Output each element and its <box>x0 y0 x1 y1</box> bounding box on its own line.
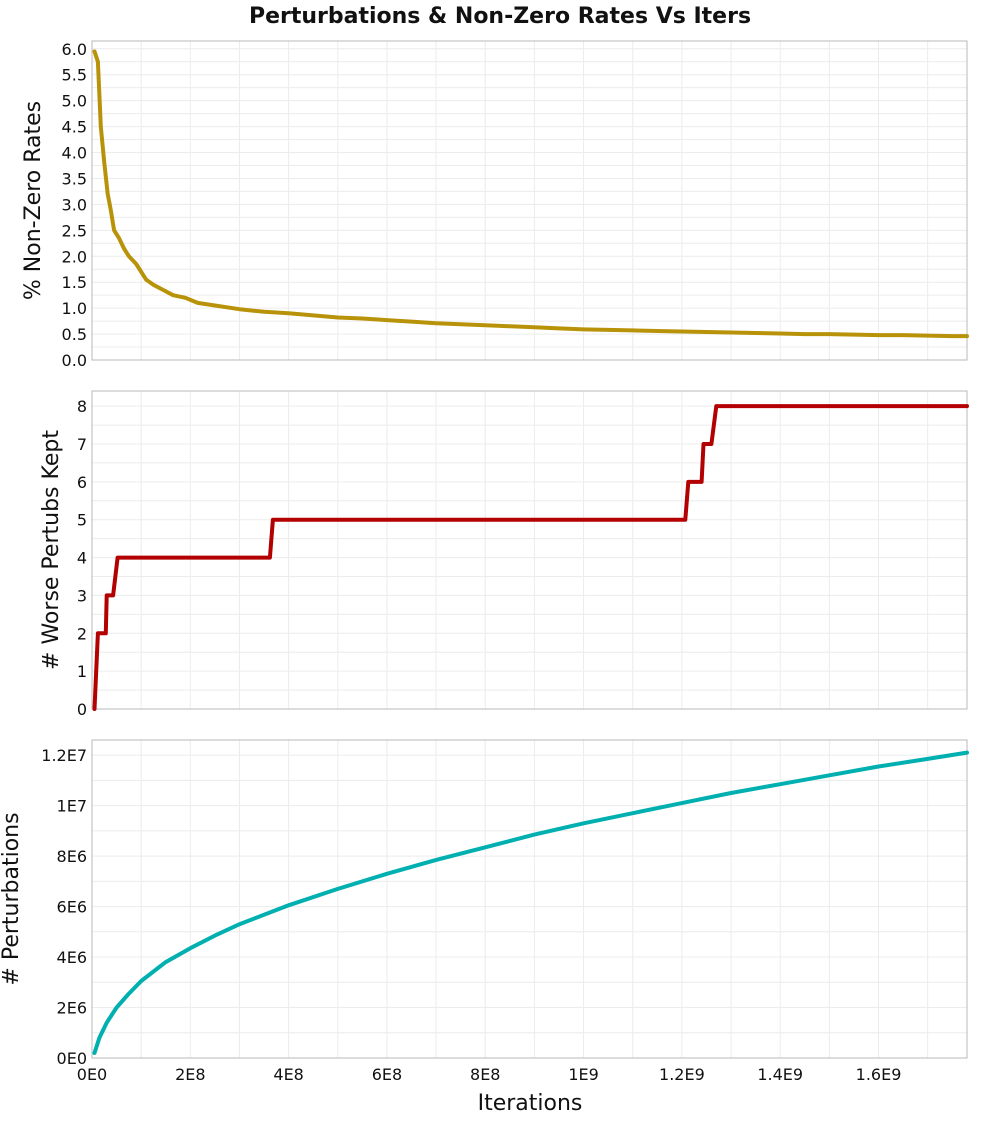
x-axis-label: Iterations <box>478 1091 583 1116</box>
x-tick-label: 1.6E9 <box>856 1065 902 1084</box>
y-axis-label: # Perturbations <box>0 812 24 985</box>
series-line-2 <box>92 404 969 711</box>
y-axis-label: % Non-Zero Rates <box>21 101 46 300</box>
series-line-3 <box>92 750 969 1055</box>
y-tick-label: 2.5 <box>62 221 87 240</box>
x-tick-label: 8E8 <box>470 1065 500 1084</box>
chart-title: Perturbations & Non-Zero Rates Vs Iters <box>249 4 751 29</box>
plot-frame <box>91 40 968 361</box>
y-tick-label: 5 <box>77 511 87 530</box>
y-tick-label: 6.0 <box>62 40 87 59</box>
y-tick-label: 7 <box>77 435 87 454</box>
x-tick-label: 0E0 <box>77 1065 107 1084</box>
y-tick-label: 6E6 <box>57 898 87 917</box>
x-tick-label: 1.4E9 <box>757 1065 803 1084</box>
y-tick-label: 1.2E7 <box>41 746 87 765</box>
series-line-1 <box>92 49 969 339</box>
x-tick-label: 4E8 <box>273 1065 303 1084</box>
x-tick-label: 6E8 <box>372 1065 402 1084</box>
y-tick-label: 5.0 <box>62 92 87 111</box>
y-tick-label: 4 <box>77 549 87 568</box>
y-tick-label: 1 <box>77 662 87 681</box>
panel-2: 0 1 2 3 4 5 6 7 8 # Worse Pertubs Kept <box>39 390 969 719</box>
y-tick-label: 4.0 <box>62 144 87 163</box>
y-axis-label: # Worse Pertubs Kept <box>39 430 64 670</box>
y-tick-label: 1.0 <box>62 299 87 318</box>
y-tick-label: 3.0 <box>62 195 87 214</box>
y-tick-label: 1.5 <box>62 273 87 292</box>
y-tick-label: 6 <box>77 473 87 492</box>
y-tick-label: 0 <box>77 700 87 719</box>
x-tick-label: 2E8 <box>175 1065 205 1084</box>
y-tick-label: 8E6 <box>57 847 87 866</box>
y-tick-label: 2.0 <box>62 247 87 266</box>
panel-3: 0E0 2E6 4E6 6E6 8E6 1E7 1.2E7 # Perturbations 0E… <box>0 739 969 1084</box>
y-tick-label: 0.5 <box>62 325 87 344</box>
y-tick-label: 5.5 <box>62 66 87 85</box>
plot-frame <box>91 390 968 710</box>
x-tick-label: 1.2E9 <box>659 1065 705 1084</box>
y-tick-label: 0.0 <box>62 351 87 370</box>
y-tick-label: 2E6 <box>57 999 87 1018</box>
panel-1: 0.0 0.5 1.0 1.5 2.0 2.5 3.0 3.5 4.0 4.5 5.0 5.5 6.0%… <box>21 40 969 370</box>
y-tick-label: 3 <box>77 586 87 605</box>
y-tick-label: 0E0 <box>57 1049 87 1068</box>
x-tick-label: 1E9 <box>568 1065 598 1084</box>
y-tick-label: 1E7 <box>57 797 87 816</box>
y-tick-label: 2 <box>77 624 87 643</box>
y-tick-label: 3.5 <box>62 169 87 188</box>
y-tick-label: 8 <box>77 397 87 416</box>
y-tick-label: 4E6 <box>57 948 87 967</box>
y-tick-label: 4.5 <box>62 118 87 137</box>
plot-frame <box>91 739 968 1059</box>
